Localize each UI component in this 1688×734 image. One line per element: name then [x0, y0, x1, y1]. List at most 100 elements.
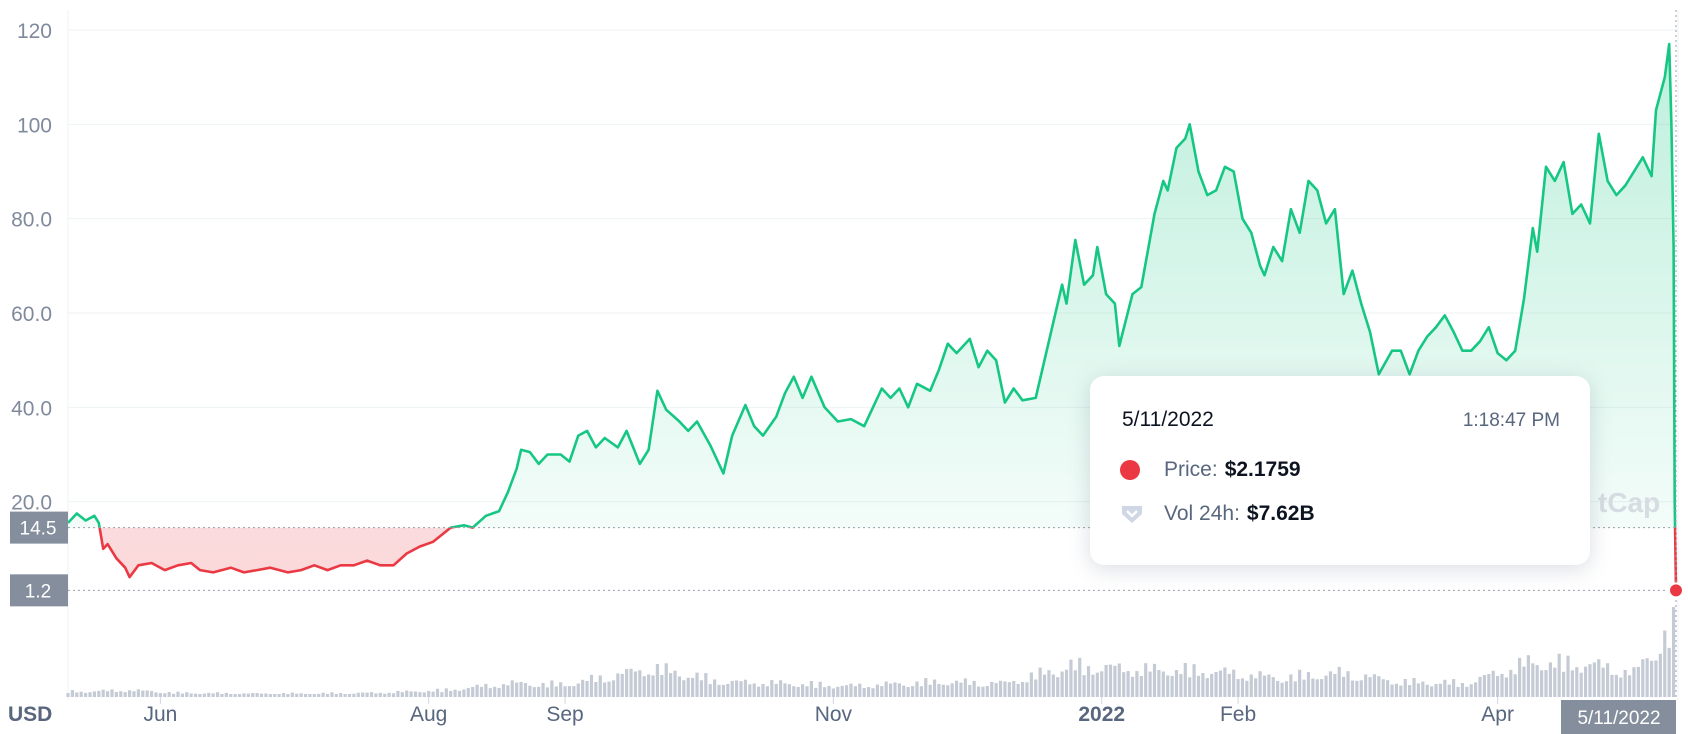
- volume-bar: [594, 681, 598, 697]
- volume-bar: [273, 694, 277, 697]
- volume-bar: [114, 692, 118, 697]
- tooltip-price-row: Price: $2.1759: [1120, 458, 1301, 482]
- volume-bar: [1025, 682, 1029, 697]
- volume-bar: [1526, 655, 1531, 697]
- volume-bar: [405, 690, 409, 697]
- volume-bar: [875, 684, 879, 697]
- tooltip-volume-row: Vol 24h: $7.62B: [1120, 502, 1315, 526]
- volume-bar: [1588, 664, 1592, 697]
- volume-bar: [554, 686, 558, 697]
- volume-bar: [888, 683, 893, 697]
- y-tick-label: 20.0: [11, 492, 52, 515]
- y-tick-label: 100: [17, 114, 52, 137]
- volume-bar: [1491, 670, 1495, 697]
- volume-bar: [695, 672, 699, 697]
- volume-bar: [910, 686, 915, 697]
- volume-bar: [682, 680, 686, 697]
- volume-bar: [748, 684, 752, 697]
- volume-bar: [651, 675, 655, 697]
- volume-bar: [1196, 675, 1201, 697]
- volume-bar: [1320, 679, 1324, 697]
- volume-bar: [444, 688, 448, 697]
- volume-bar: [1038, 667, 1042, 697]
- currency-label: USD: [8, 703, 52, 726]
- tooltip-volume-label: Vol 24h:: [1164, 502, 1240, 525]
- volume-bar: [1452, 679, 1456, 697]
- volume-bar: [171, 693, 176, 697]
- volume-bar: [497, 687, 501, 697]
- volume-bar: [1381, 679, 1385, 697]
- volume-icon: [1122, 506, 1142, 523]
- volume-bar: [1667, 647, 1671, 697]
- volume-bar: [211, 693, 215, 697]
- volume-bar: [1183, 662, 1187, 697]
- volume-bar: [1073, 670, 1077, 697]
- volume-bar: [1201, 673, 1205, 697]
- volume-bar: [347, 693, 352, 697]
- volume-bar: [119, 691, 123, 697]
- volume-bar: [515, 682, 519, 697]
- volume-bar: [880, 686, 884, 697]
- current-price-tag: [10, 574, 68, 607]
- volume-bar: [1443, 679, 1447, 697]
- volume-bar: [603, 682, 607, 697]
- volume-bar: [66, 693, 70, 697]
- x-tick-label: Jun: [143, 703, 177, 726]
- x-tick-label: Aug: [410, 703, 447, 726]
- volume-bar: [831, 688, 835, 697]
- volume-bar: [136, 689, 140, 697]
- volume-bar: [1469, 684, 1473, 697]
- current-date-tag: [1561, 700, 1676, 734]
- volume-bar: [224, 692, 228, 697]
- volume-bar: [471, 686, 475, 697]
- volume-bar: [1333, 673, 1337, 697]
- volume-bar: [255, 693, 259, 697]
- volume-bar: [1539, 670, 1544, 697]
- volume-bar: [783, 683, 787, 697]
- volume-bar: [229, 694, 233, 697]
- volume-bar: [1535, 665, 1539, 697]
- volume-bar: [1412, 677, 1416, 697]
- volume-bar: [1671, 607, 1676, 697]
- volume-bar: [1311, 678, 1315, 697]
- volume-bar: [1108, 664, 1113, 697]
- volume-bar: [440, 692, 444, 697]
- volume-bar: [1561, 671, 1566, 697]
- volume-bar: [233, 694, 237, 697]
- volume-bar: [774, 684, 778, 697]
- tooltip-volume-value: $7.62B: [1246, 502, 1315, 525]
- volume-bar: [493, 686, 497, 697]
- volume-bar: [581, 679, 585, 697]
- volume-bar: [295, 693, 299, 697]
- volume-bar: [1372, 674, 1377, 697]
- volume-bar: [1223, 667, 1227, 697]
- volume-bar: [1051, 674, 1055, 697]
- volume-bar: [1623, 669, 1627, 697]
- volume-bar: [1302, 679, 1306, 697]
- y-tick-label: 60.0: [11, 303, 52, 326]
- volume-bar: [484, 683, 488, 697]
- volume-bar: [1170, 676, 1174, 697]
- volume-bar: [1342, 676, 1346, 697]
- volume-bar: [849, 683, 853, 697]
- volume-bar: [97, 690, 101, 697]
- volume-bar: [1408, 685, 1412, 697]
- volume-bar: [1117, 663, 1121, 697]
- volume-bar: [1509, 669, 1513, 697]
- volume-bar: [866, 687, 871, 697]
- volume-bar: [1513, 674, 1517, 697]
- volume-bar: [1214, 671, 1218, 697]
- volume-bar: [660, 674, 664, 697]
- volume-bar: [1553, 667, 1557, 697]
- volume-bar: [932, 679, 937, 697]
- volume-bar: [1364, 674, 1368, 697]
- volume-bar: [207, 692, 211, 697]
- volume-bar: [352, 693, 356, 697]
- volume-bar: [779, 680, 783, 697]
- volume-bar: [1522, 666, 1526, 697]
- volume-bar: [123, 692, 127, 697]
- volume-bar: [475, 684, 479, 697]
- volume-bar: [770, 679, 774, 697]
- volume-bar: [400, 692, 404, 697]
